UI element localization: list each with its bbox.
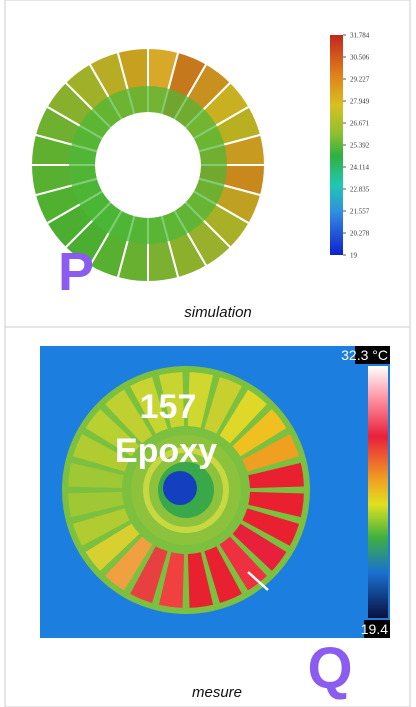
hole [163,471,197,505]
ring-sector [130,377,168,434]
colorbar-label: 20.278 [350,230,370,238]
inner-band [69,86,227,244]
caption: mesure [192,684,242,701]
ring-sector [187,552,214,608]
scale-max: 32.3 °C [341,347,388,363]
scale-box [364,620,390,638]
simulation-ring [29,46,267,284]
colorbar-label: 19 [350,252,358,260]
hole [96,113,200,217]
ring-sector [204,377,242,434]
overlay-material: Epoxy [115,432,217,470]
colorbar-label: 24.114 [350,164,369,172]
ring-sector [242,508,299,546]
ring-sector [232,409,287,457]
simulation-colorbar [330,35,343,255]
ring-sector [130,546,168,603]
ring-sector [85,523,140,571]
caption: simulation [184,304,252,321]
ring-sector [219,389,267,444]
colorbar-labels: 31.784 30.506 29.227 27.949 26.671 25.392 24.1… [343,32,370,260]
colorbar-label: 27.949 [350,98,370,106]
panel-label: P [58,242,94,302]
ring-sector [105,389,153,444]
ring-sector [85,409,140,457]
panel-label: Q [307,636,352,701]
inner-ring [143,447,229,533]
scale-box [355,346,390,364]
ring-sector [187,372,214,428]
ring-sector [158,552,185,608]
thermal-ring [62,366,310,614]
colorbar-label: 21.557 [350,208,370,216]
ring-sector [248,491,304,518]
ring-sector [105,536,153,591]
colorbar-label: 29.227 [350,76,370,84]
ring-sector [204,546,242,603]
ring-sector [73,508,130,546]
frame [4,0,411,707]
colorbar-label: 31.784 [350,32,370,40]
colorbar-label: 22.835 [350,186,370,194]
arrow [247,571,269,591]
colorbar-label: 26.671 [350,120,370,128]
thermal-colorbar [368,366,388,618]
scale-min: 19.4 [361,621,388,637]
ring-sector [248,462,304,489]
ring-sector [73,434,130,472]
ring-sector [242,434,299,472]
overlay-number: 157 [140,388,197,426]
ring-sector [232,523,287,571]
ring-sector [158,372,185,428]
ring-sector [68,491,124,518]
ring-sector [68,462,124,489]
colorbar-label: 30.506 [350,54,370,62]
colorbar-label: 25.392 [350,142,370,150]
